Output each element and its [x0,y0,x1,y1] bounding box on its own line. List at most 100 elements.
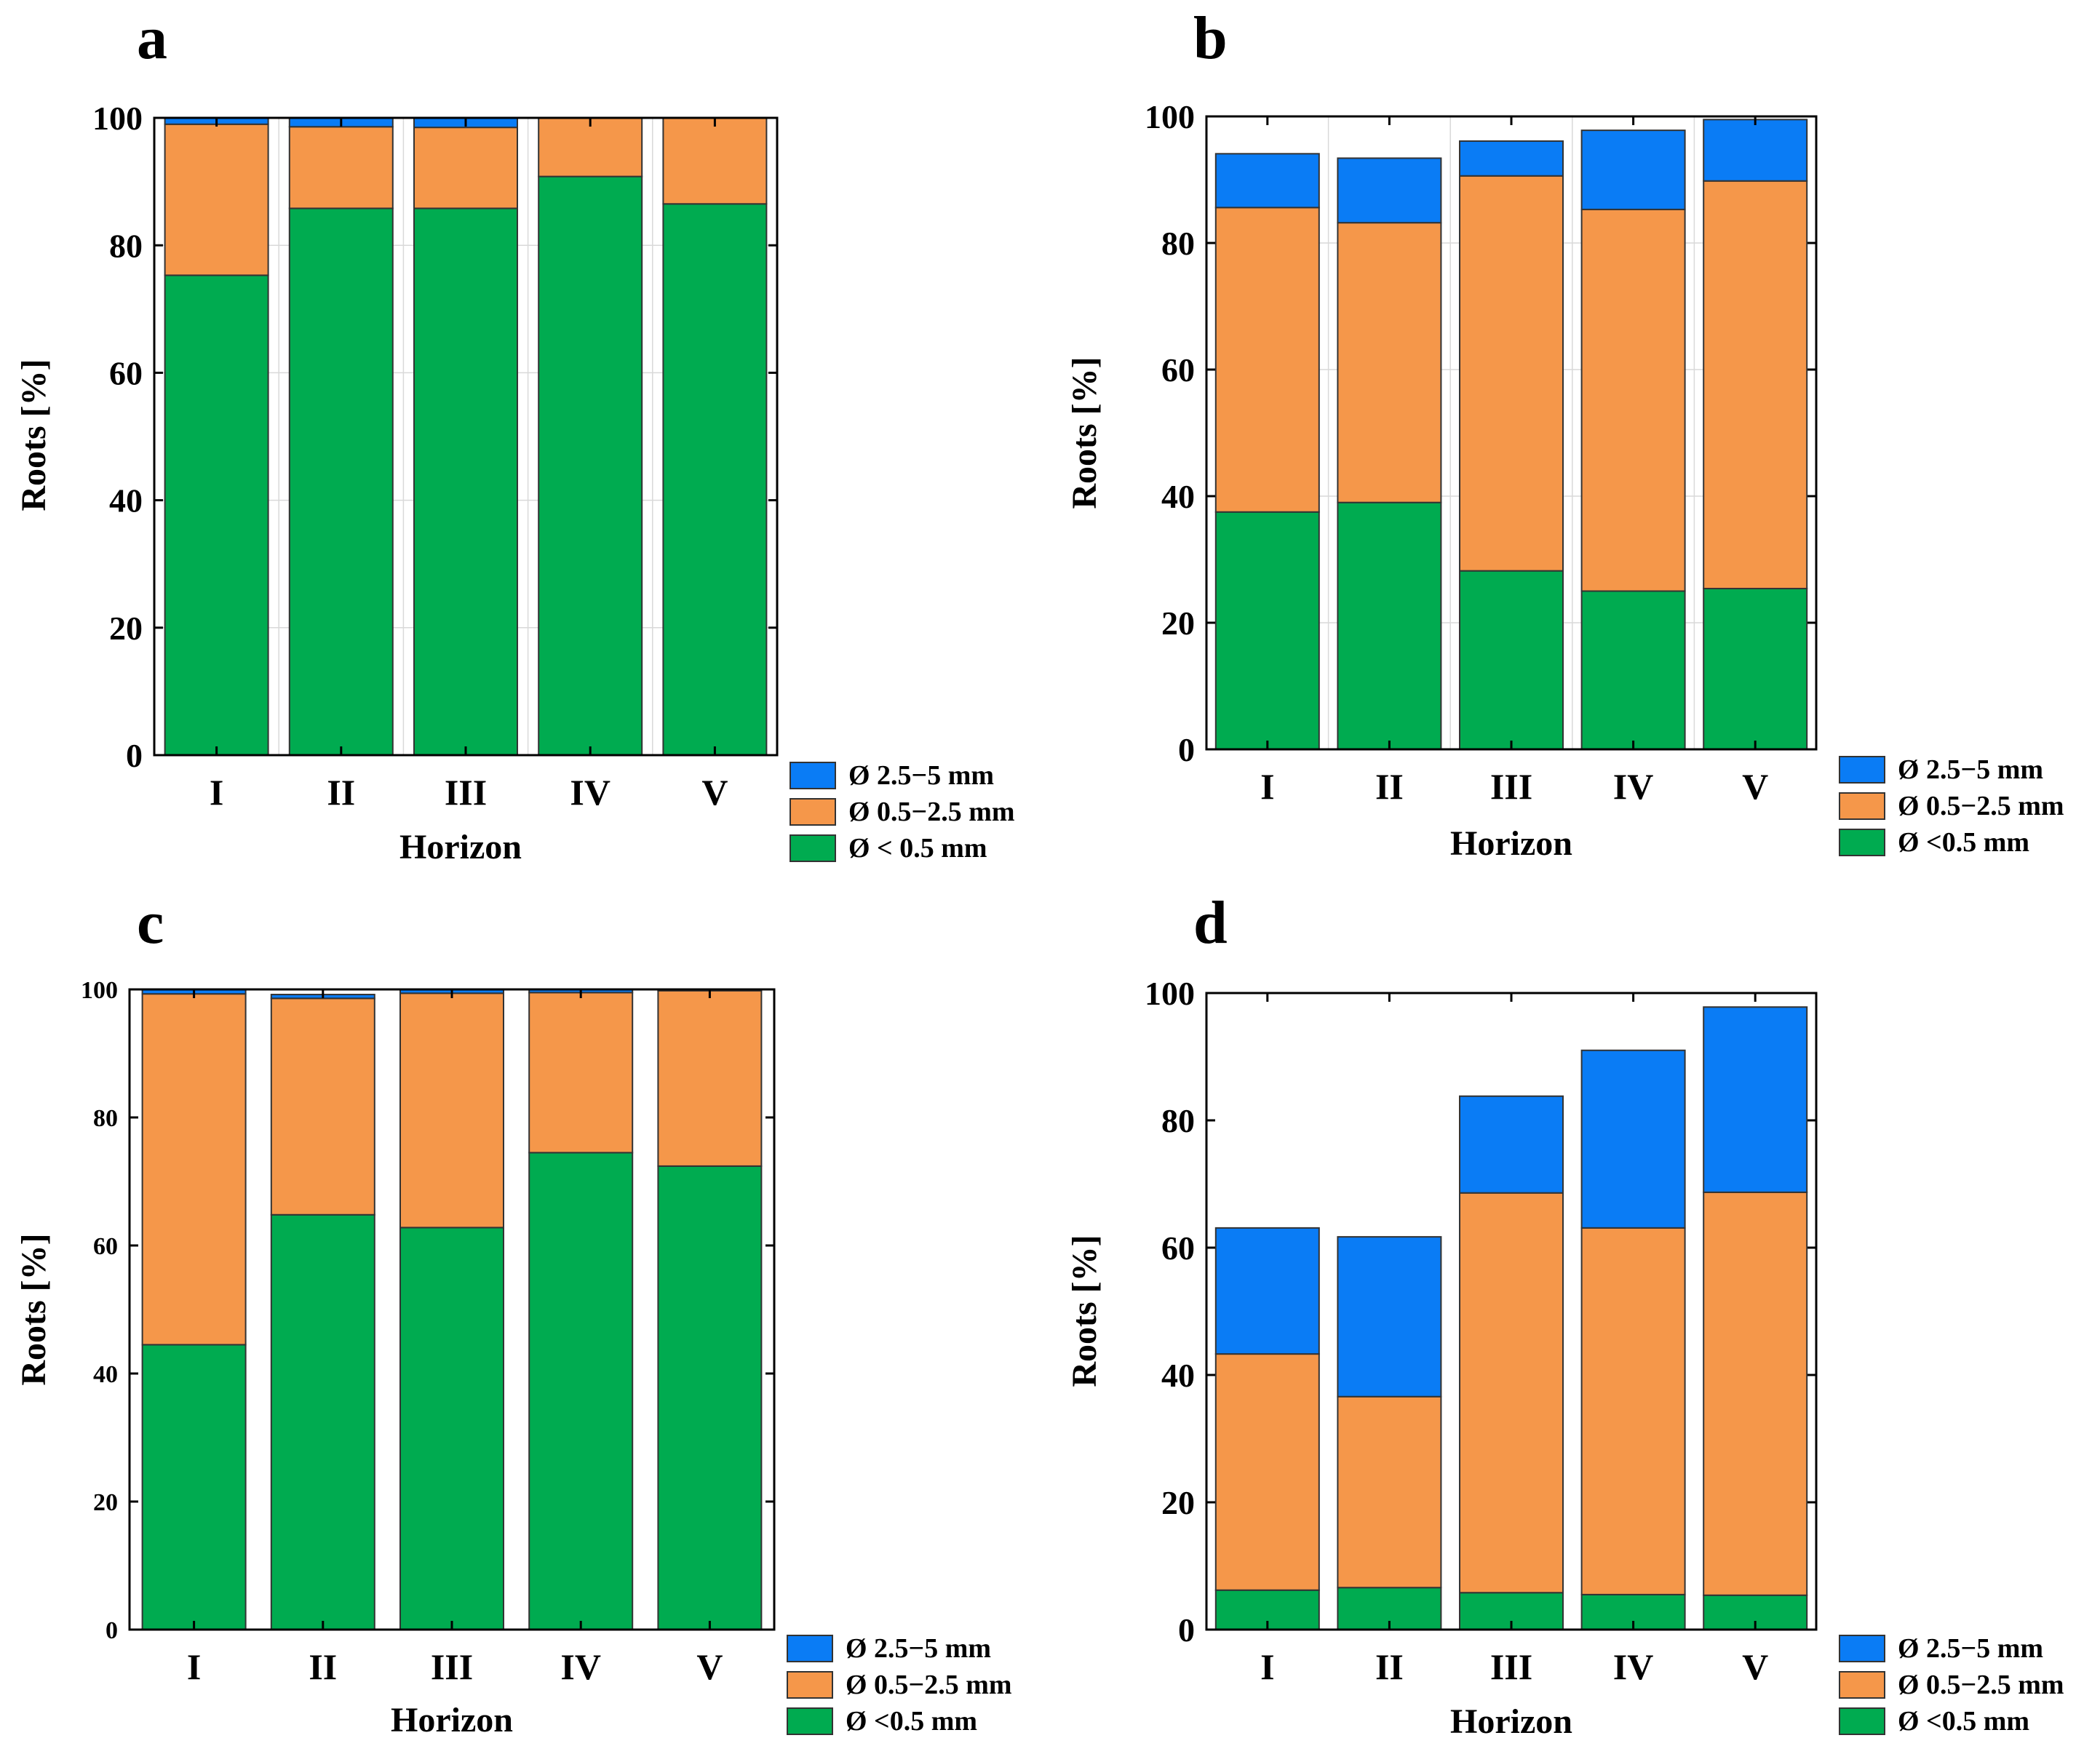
panel-label: c [137,889,164,957]
x-tick-label: II [309,1646,337,1687]
legend-label-fine: Ø <0.5 mm [1898,1706,2029,1737]
x-axis-title: Horizon [391,1701,513,1739]
bar-coarse-IV [1580,1049,1686,1229]
x-tick-label: V [1742,766,1768,807]
legend-label-fine: Ø < 0.5 mm [848,833,987,864]
x-tick-label: I [187,1646,201,1687]
x-tick-label: IV [560,1646,601,1687]
x-tick-label: III [1490,766,1532,807]
bar-coarse-I [1214,153,1320,209]
x-tick-label: IV [1613,1646,1654,1687]
y-tick-label: 80 [93,1105,118,1132]
bar-medium-V [1703,180,1808,590]
y-tick-label: 40 [1161,1357,1195,1394]
panel-label: a [137,4,167,72]
x-tick-label: V [1742,1646,1768,1687]
bar-medium-V [1703,1191,1808,1596]
bar-coarse-II [1337,157,1442,224]
y-tick-label: 100 [92,100,143,137]
bar-fine-V [662,203,768,756]
bar-medium-II [1337,1395,1442,1589]
legend-swatch-medium [790,798,836,826]
y-tick-label: 100 [81,977,118,1004]
y-tick-label: 40 [1161,478,1195,515]
legend-swatch-fine [787,1707,833,1735]
bar-medium-V [662,117,768,205]
y-tick-label: 20 [1161,1484,1195,1521]
x-tick-label: I [1260,1646,1274,1687]
x-tick-label: II [1375,766,1404,807]
legend-swatch-coarse [1839,1635,1885,1662]
bar-medium-V [657,989,763,1167]
bar-coarse-V [1703,119,1808,182]
bar-medium-II [1337,222,1442,503]
legend-swatch-coarse [1839,756,1885,784]
y-tick-label: 60 [1161,1229,1195,1267]
x-tick-label: IV [570,772,610,813]
bar-fine-II [270,1213,375,1630]
legend: Ø 2.5−5 mm Ø 0.5−2.5 mm Ø <0.5 mm [1839,1633,2064,1737]
legend-label-coarse: Ø 2.5−5 mm [848,760,994,791]
bar-medium-II [270,997,375,1216]
legend-swatch-medium [1839,792,1885,820]
legend-label-fine: Ø <0.5 mm [1898,827,2029,858]
y-tick-label: 20 [109,610,143,647]
legend-label-fine: Ø <0.5 mm [846,1706,977,1737]
bar-coarse-V [1703,1006,1808,1193]
y-tick-label: 0 [126,737,143,774]
legend-label-medium: Ø 0.5−2.5 mm [1898,1670,2064,1700]
bar-coarse-II [1337,1236,1442,1398]
y-tick-label: 0 [106,1617,118,1644]
x-axis-title: Horizon [1450,1702,1572,1741]
bar-medium-III [399,992,504,1229]
bar-medium-III [413,127,518,210]
x-tick-label: II [1375,1646,1404,1687]
bar-medium-I [1214,207,1320,513]
x-tick-label: III [431,1646,473,1687]
bar-medium-I [141,993,247,1346]
bar-fine-I [164,274,269,756]
legend-swatch-fine [1839,1707,1885,1735]
legend-label-medium: Ø 0.5−2.5 mm [1898,791,2064,821]
y-axis-title: Roots [%] [1065,1235,1104,1387]
y-tick-label: 80 [1161,1102,1195,1139]
legend-swatch-coarse [790,762,836,789]
y-tick-label: 20 [93,1489,118,1516]
x-tick-label: III [445,772,487,813]
bar-fine-II [288,207,394,756]
bar-fine-III [1459,570,1564,750]
x-axis-title: Horizon [1450,824,1572,863]
bar-medium-I [1214,1353,1320,1591]
y-tick-label: 100 [1145,98,1195,135]
y-tick-label: 0 [1178,1611,1195,1649]
x-tick-label: III [1490,1646,1532,1687]
x-tick-label: I [1260,766,1274,807]
y-tick-label: 40 [93,1361,118,1388]
y-tick-label: 100 [1145,975,1195,1012]
y-tick-label: 80 [109,227,143,264]
bar-fine-IV [1580,590,1686,750]
bar-coarse-III [1459,1095,1564,1194]
bar-medium-IV [1580,208,1686,592]
bar-fine-II [1337,501,1442,750]
bar-fine-III [399,1227,504,1630]
bar-coarse-I [1214,1227,1320,1355]
y-tick-label: 20 [1161,605,1195,642]
x-tick-label: II [327,772,355,813]
legend-label-coarse: Ø 2.5−5 mm [1898,754,2043,785]
bar-medium-IV [528,992,634,1154]
legend-swatch-medium [1839,1671,1885,1699]
legend-swatch-coarse [787,1635,833,1662]
x-tick-label: V [696,1646,723,1687]
bar-fine-V [1703,588,1808,751]
bar-medium-IV [1580,1227,1686,1595]
x-tick-label: V [701,772,728,813]
bar-medium-II [288,126,394,210]
y-tick-label: 60 [93,1233,118,1260]
legend-swatch-medium [787,1671,833,1699]
y-tick-label: 40 [109,482,143,519]
bar-fine-I [1214,511,1320,750]
